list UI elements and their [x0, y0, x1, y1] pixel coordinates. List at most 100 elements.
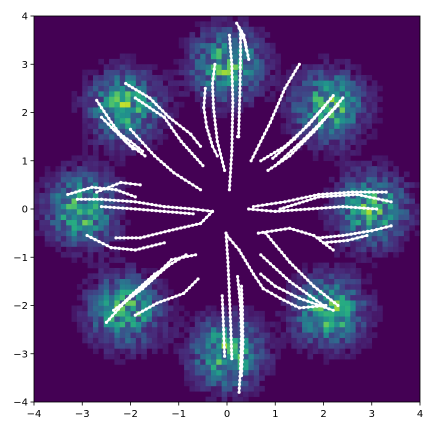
trajectory-point [150, 202, 154, 207]
heatmap-cell [296, 316, 303, 322]
heatmap-cell [210, 343, 217, 349]
heatmap-cell [339, 85, 346, 92]
trajectory-point [269, 152, 273, 157]
heatmap-cell [344, 219, 351, 226]
trajectory-point [211, 77, 215, 81]
trajectory-point [128, 139, 133, 143]
heatmap-cell [414, 219, 420, 226]
trajectory-point [195, 185, 199, 189]
heatmap-cell [184, 343, 190, 349]
heatmap-cell [130, 267, 137, 274]
trajectory-point [220, 302, 225, 306]
heatmap-cell [66, 192, 72, 199]
heatmap-cell [200, 32, 206, 38]
heatmap-cell [377, 176, 383, 183]
heatmap-cell [60, 198, 67, 204]
trajectory-point [283, 155, 287, 159]
heatmap-cell [243, 74, 249, 81]
trajectory-point [131, 86, 135, 90]
trajectory-point [309, 281, 313, 285]
heatmap-cell [312, 348, 319, 355]
trajectory-point [310, 301, 314, 305]
trajectory-point [270, 281, 274, 285]
heatmap-cell [189, 343, 196, 349]
heatmap-cell [291, 101, 297, 108]
heatmap-cell [302, 112, 308, 119]
heatmap-cell [103, 305, 110, 312]
trajectory-point [349, 232, 353, 236]
heatmap-cell [285, 117, 292, 124]
heatmap-cell [87, 166, 94, 172]
heatmap-cell [350, 96, 356, 103]
trajectory-point [240, 355, 244, 360]
heatmap-cell [221, 112, 228, 119]
heatmap-cell [130, 74, 137, 81]
trajectory-point [151, 276, 155, 280]
trajectory-point [136, 149, 141, 153]
heatmap-cell [334, 96, 340, 103]
trajectory-point [229, 54, 233, 58]
heatmap-cell [39, 209, 46, 215]
trajectory-point [287, 79, 291, 84]
trajectory-point [137, 288, 142, 292]
trajectory-point [328, 97, 333, 101]
trajectory-point [260, 203, 265, 207]
heatmap-cell [253, 53, 260, 60]
heatmap-cell [125, 64, 131, 70]
heatmap-cell [344, 176, 351, 183]
heatmap-cell [414, 209, 420, 215]
heatmap-cell [323, 326, 330, 333]
heatmap-cell [275, 58, 281, 65]
heatmap-cell [168, 332, 174, 338]
trajectory-point [169, 258, 174, 262]
heatmap-cell [98, 321, 104, 328]
heatmap-cell [323, 53, 330, 60]
trajectory-point [346, 190, 350, 194]
heatmap-cell [178, 332, 185, 338]
heatmap-cell [393, 225, 399, 231]
trajectory-point [176, 173, 180, 177]
heatmap-cell [334, 241, 340, 247]
heatmap-cell [103, 332, 110, 338]
heatmap-cell [50, 219, 56, 226]
trajectory-point [226, 273, 231, 277]
heatmap-cell [194, 53, 201, 60]
heatmap-cell [71, 192, 78, 199]
heatmap-cell [103, 273, 110, 279]
heatmap-cell [151, 337, 158, 344]
heatmap-cell [350, 123, 356, 129]
heatmap-cell [141, 74, 147, 81]
trajectory-point [99, 188, 103, 193]
trajectory [99, 205, 195, 216]
heatmap-cell [92, 128, 99, 135]
heatmap-cell [189, 80, 196, 86]
heatmap-cell [350, 107, 356, 113]
heatmap-cell [55, 171, 62, 178]
heatmap-cell [103, 251, 110, 258]
heatmap-cell [109, 85, 115, 92]
heatmap-cell [334, 246, 340, 253]
heatmap-cell [210, 326, 217, 333]
trajectory-point [134, 134, 139, 138]
heatmap-cell [146, 294, 153, 301]
heatmap-cell [323, 262, 330, 269]
heatmap-cell [216, 112, 222, 119]
trajectory-point [294, 266, 298, 270]
trajectory-point [278, 270, 282, 275]
heatmap-cell [334, 262, 340, 269]
heatmap-cell [92, 171, 99, 178]
heatmap-cell [98, 294, 104, 301]
heatmap-cell [109, 198, 115, 204]
heatmap-cell [371, 310, 378, 317]
heatmap-cell [344, 74, 351, 81]
trajectory-point [282, 298, 286, 302]
heatmap-cell [221, 26, 228, 33]
heatmap-cell [355, 85, 362, 92]
heatmap-cell [264, 369, 271, 376]
heatmap-cell [366, 182, 373, 188]
heatmap-cell [98, 251, 104, 258]
heatmap-cell [55, 182, 62, 188]
heatmap-cell [291, 321, 297, 328]
heatmap-cell [103, 214, 110, 221]
heatmap-cell [98, 267, 104, 274]
